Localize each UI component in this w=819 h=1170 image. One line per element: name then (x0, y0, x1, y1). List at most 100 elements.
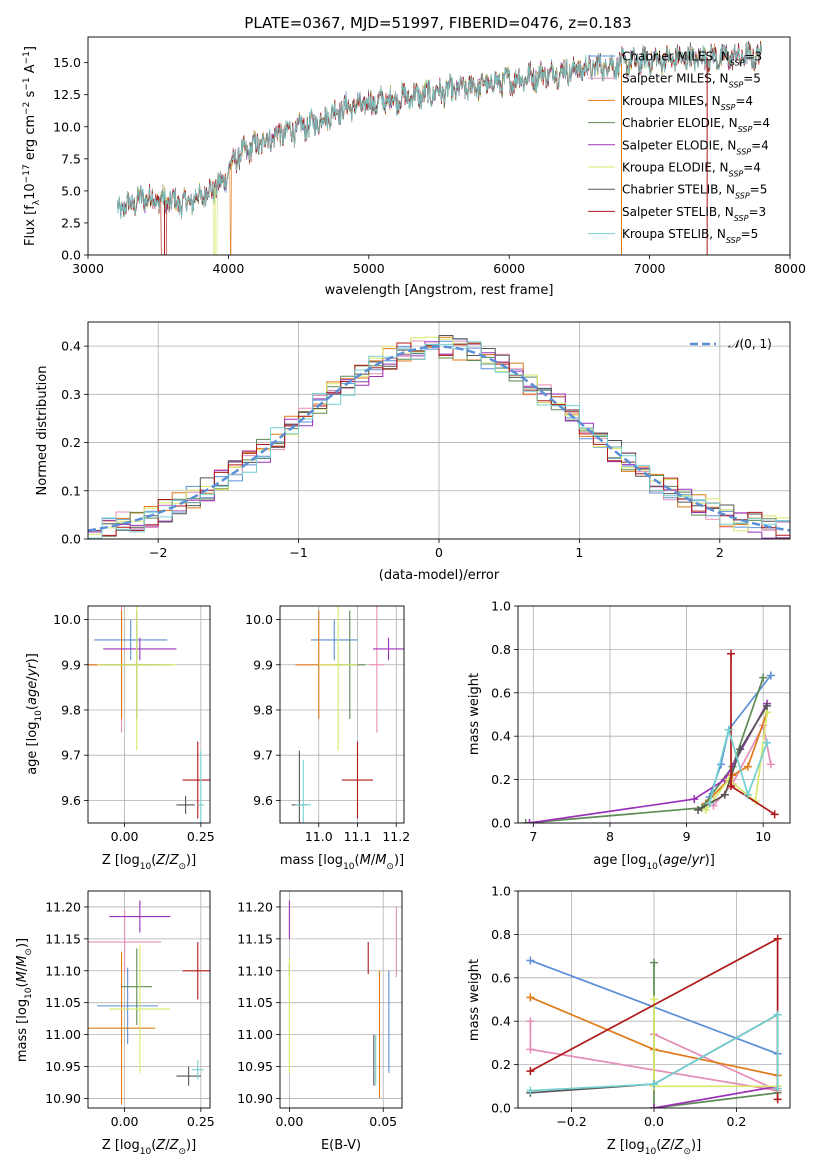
mass-weight-marker (724, 725, 733, 734)
legend-label: Chabrier ELODIE, NSSP=4 (622, 116, 770, 134)
massweight-vs-age-ylabel: mass weight (467, 673, 482, 755)
x-tick-label: 7 (529, 829, 537, 844)
mass-weight-marker (743, 790, 752, 799)
x-tick-label: 0.00 (275, 1114, 303, 1129)
mass-weight-marker (736, 745, 745, 754)
x-tick-label: −0.2 (556, 1114, 586, 1129)
mass-weight-marker (650, 995, 658, 1004)
spectrum-ylabel: Flux [fλ10−17 erg cm−2 s−1 A−1] (22, 46, 42, 246)
mass-weight-marker (727, 649, 736, 658)
mass-weight-marker (766, 760, 775, 769)
y-tick-label: 0.0 (61, 532, 81, 547)
residuals-xlabel: (data-model)/error (379, 568, 500, 583)
errorbar-point (182, 942, 210, 1000)
errorbar-point (176, 795, 195, 814)
y-tick-label: 11.15 (45, 931, 81, 946)
y-tick-label: 1.0 (491, 884, 511, 899)
massweight-vs-Z-xlabel: Z [log10(Z/Z⊙)] (607, 1138, 701, 1157)
errorbar-point (88, 951, 156, 1105)
mass-weight-marker (526, 993, 535, 1002)
mass-weight-marker (690, 795, 699, 804)
mass-weight-marker (705, 799, 714, 808)
x-tick-label: 0 (435, 545, 443, 560)
errorbar-point (318, 606, 358, 751)
massweight-vs-Z-ylabel: mass weight (467, 959, 482, 1041)
y-tick-label: 11.20 (237, 899, 273, 914)
y-tick-label: 9.6 (253, 793, 273, 808)
y-tick-label: 0.3 (61, 387, 81, 402)
y-tick-label: 11.20 (45, 899, 81, 914)
x-tick-label: 2 (716, 545, 724, 560)
mass-vs-ebv-xlabel: E(B-V) (321, 1138, 361, 1153)
x-tick-label: 0.0 (644, 1114, 664, 1129)
x-tick-label: 0.25 (187, 829, 215, 844)
mass-weight-series-line (708, 726, 768, 804)
spectrum-series-line (117, 42, 762, 220)
errorbar-point (176, 1066, 201, 1086)
gaussian-reference-line (88, 345, 790, 532)
age-vs-Z-xlabel: Z [log10(Z/Z⊙)] (102, 853, 196, 872)
x-tick-label: 9 (683, 829, 691, 844)
mass-weight-series-line (525, 677, 765, 823)
errorbar-point (97, 606, 177, 751)
y-tick-label: 0.0 (491, 1101, 511, 1116)
y-tick-label: 0.8 (491, 927, 511, 942)
x-tick-label: 10 (755, 829, 771, 844)
mass-vs-Z-axes: 0.00 0.25 10.90 10.95 11.00 11.05 11.10 11.15 11… (45, 891, 215, 1129)
y-tick-label: 0.2 (491, 772, 511, 787)
y-tick-label: 10.95 (45, 1059, 81, 1074)
y-tick-label: 9.9 (61, 657, 81, 672)
mass-weight-marker (526, 956, 535, 965)
errorbar-point (103, 637, 177, 661)
y-tick-label: 0.0 (491, 816, 511, 831)
x-tick-label: 3000 (72, 261, 104, 276)
mass-weight-marker (701, 805, 710, 814)
errorbar-point (88, 910, 162, 974)
mass-weight-marker (763, 701, 772, 710)
errorbar-point (94, 619, 168, 661)
y-tick-label: 7.5 (61, 151, 81, 166)
mass-weight-marker (773, 934, 782, 943)
age-vs-Z-plot-area (88, 606, 210, 823)
age-vs-Z-ylabel: age [log10(age/yr)] (25, 653, 44, 775)
age-vs-mass-axes: 11.0 11.1 11.2 9.6 9.7 9.8 9.9 10.0 (245, 606, 410, 844)
y-tick-label: 10.0 (53, 612, 81, 627)
x-tick-label: 6000 (493, 261, 525, 276)
mass-weight-marker (694, 805, 703, 814)
mass-vs-Z-frame (87, 890, 211, 1109)
mass-weight-marker (650, 1104, 658, 1108)
y-tick-label: 0.4 (491, 729, 511, 744)
errorbar-point (295, 759, 311, 823)
y-tick-label: 15.0 (53, 55, 81, 70)
legend-label: Salpeter ELODIE, NSSP=4 (622, 138, 769, 156)
errorbar-point (182, 741, 210, 819)
x-tick-label: 0.00 (111, 1114, 139, 1129)
legend-label: Salpeter MILES, NSSP=5 (622, 72, 761, 90)
y-tick-label: 9.8 (61, 702, 81, 717)
residuals-plot-area (88, 335, 790, 539)
age-vs-mass-xlabel: mass [log10(M/M⊙)] (280, 853, 404, 872)
y-tick-label: 10.90 (45, 1091, 81, 1106)
massweight-vs-age-xlabel: age [log10(age/yr)] (593, 853, 715, 872)
errorbar-point (342, 741, 373, 819)
x-tick-label: −2 (149, 545, 167, 560)
y-tick-label: 10.95 (237, 1059, 273, 1074)
legend-label: Chabrier MILES, NSSP=3 (622, 50, 762, 68)
x-tick-label: 4000 (212, 261, 244, 276)
y-tick-label: 11.15 (237, 931, 273, 946)
y-tick-label: 0.2 (491, 1057, 511, 1072)
mass-weight-marker (526, 1017, 535, 1026)
residuals-frame (87, 321, 791, 540)
x-tick-label: −1 (289, 545, 307, 560)
mass-vs-ebv-plot-area (288, 900, 397, 1099)
errorbar-point (191, 1060, 204, 1080)
y-tick-label: 1.0 (491, 599, 511, 614)
mass-vs-Z-plot-area (88, 900, 210, 1105)
mass-weight-marker (770, 810, 779, 819)
mass-weight-marker (773, 1095, 782, 1104)
legend-label: Kroupa MILES, NSSP=4 (622, 94, 753, 112)
mass-weight-marker (743, 762, 752, 771)
mass-weight-series-line (653, 1085, 778, 1108)
y-tick-label: 9.7 (253, 748, 273, 763)
mass-weight-series-line (529, 703, 768, 823)
